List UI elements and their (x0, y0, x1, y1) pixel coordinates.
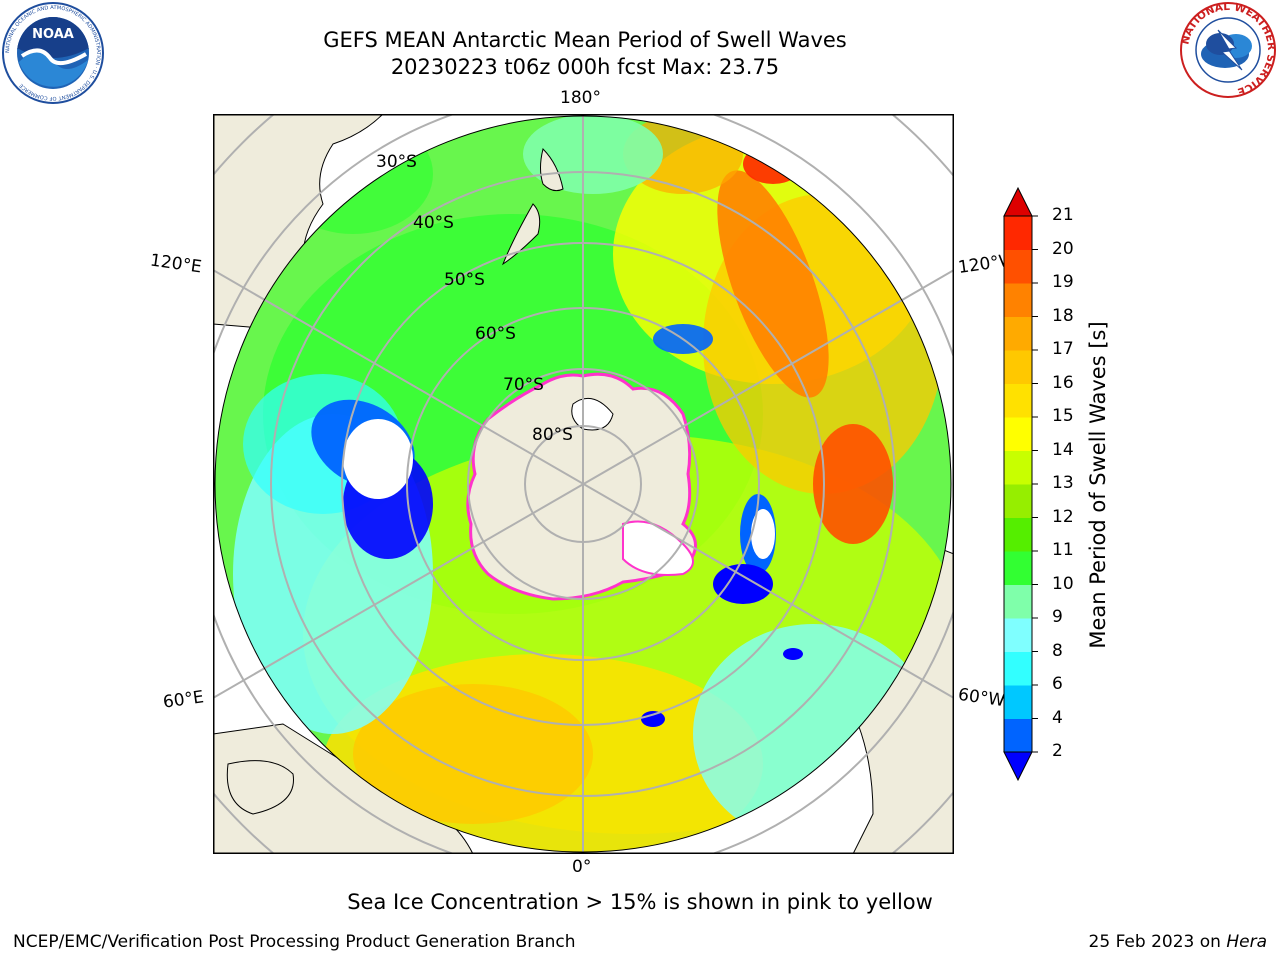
lat-label-80s: 80°S (532, 425, 573, 445)
colorbar-segment (1004, 517, 1032, 552)
new-zealand-land (501, 148, 564, 266)
colorbar-tick-label: 9 (1052, 607, 1063, 627)
noaa-logo-text: NOAA (32, 27, 74, 42)
madagascar-land (226, 760, 294, 815)
lon-label-60e: 60°E (161, 687, 206, 713)
lat-label-70s: 70°S (503, 375, 544, 395)
colorbar-tick-label: 16 (1052, 372, 1074, 393)
nws-logo: NATIONAL WEATHER SERVICE (1179, 1, 1277, 98)
colorbar-tick-label: 20 (1052, 238, 1074, 259)
colorbar-tick-label: 10 (1052, 573, 1074, 594)
colorbar-segment (1004, 584, 1032, 619)
colorbar-segment (1004, 685, 1032, 719)
chart-title: GEFS MEAN Antarctic Mean Period of Swell… (323, 28, 847, 52)
colorbar-tick-label: 17 (1052, 339, 1074, 359)
colorbar-label: Mean Period of Swell Waves [s] (1086, 321, 1110, 649)
colorbar-segment (1004, 383, 1032, 418)
colorbar-extend-min (1003, 751, 1033, 782)
colorbar-segment (1004, 216, 1032, 250)
noaa-logo: NOAA NATIONAL OCEANIC AND ATMOSPHERIC AD… (2, 2, 104, 104)
colorbar-segment (1004, 249, 1032, 284)
colorbar-segment (1004, 350, 1032, 384)
lon-label-60w: 60°W (956, 684, 1007, 712)
colorbar-segment (1004, 417, 1032, 451)
colorbar-tick-label: 15 (1052, 406, 1074, 426)
colorbar-tick-label: 4 (1052, 707, 1063, 728)
lat-label-30s: 30°S (376, 152, 417, 172)
colorbar-segment (1004, 718, 1032, 753)
colorbar-tick-label: 6 (1052, 674, 1063, 694)
colorbar-tick-label: 11 (1052, 540, 1074, 560)
footer-host: Hera (1226, 932, 1267, 952)
lat-label-40s: 40°S (413, 213, 454, 233)
lat-label-50s: 50°S (444, 270, 485, 290)
lat-label-60s: 60°S (475, 324, 516, 344)
colorbar-segment (1004, 618, 1032, 652)
graticule (213, 114, 954, 854)
colorbar (1003, 186, 1038, 782)
colorbar-tick-label: 14 (1052, 439, 1074, 460)
colorbar-tick-label: 2 (1052, 741, 1063, 761)
colorbar-tick-label: 12 (1052, 506, 1074, 527)
colorbar-tick-label: 8 (1052, 640, 1063, 661)
colorbar-segment (1004, 484, 1032, 518)
colorbar-segment (1004, 316, 1032, 351)
colorbar-tick-label: 19 (1052, 272, 1074, 292)
sea-ice-note: Sea Ice Concentration > 15% is shown in … (347, 890, 933, 914)
colorbar-extend-max (1003, 186, 1033, 217)
colorbar-tick-label: 18 (1052, 305, 1074, 326)
colorbar-segment (1004, 551, 1032, 585)
colorbar-tick-label: 21 (1052, 205, 1074, 225)
colorbar-tick-label: 13 (1052, 473, 1074, 493)
footer-date-text: 25 Feb 2023 on (1088, 932, 1227, 952)
colorbar-segment (1004, 450, 1032, 485)
lon-label-120e: 120°E (148, 250, 203, 278)
chart-subtitle: 20230223 t06z 000h fcst Max: 23.75 (390, 55, 780, 79)
footer-date: 25 Feb 2023 on Hera (1089, 932, 1267, 952)
polar-map[interactable] (213, 114, 954, 854)
lon-label-0: 0° (572, 857, 592, 877)
footer-credit: NCEP/EMC/Verification Post Processing Pr… (13, 932, 576, 952)
lon-label-180: 180° (560, 88, 601, 108)
colorbar-segment (1004, 651, 1032, 686)
colorbar-segment (1004, 283, 1032, 317)
